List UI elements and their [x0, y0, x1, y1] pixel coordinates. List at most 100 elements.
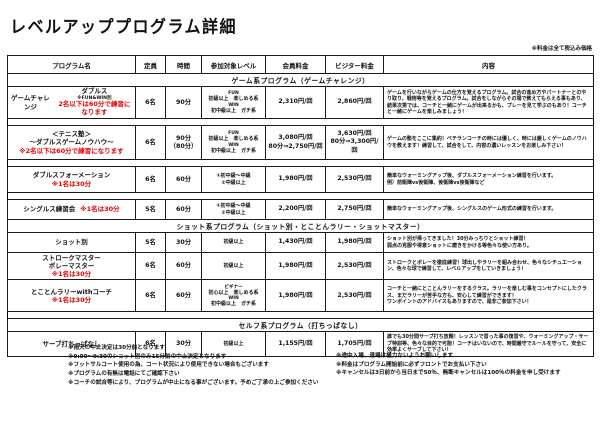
time-cell: 60分: [165, 166, 202, 193]
capacity-cell: 6名: [135, 125, 166, 160]
text-line: 初級以上: [223, 263, 244, 270]
program-row: ＜テニス塾＞ ～ダブルスゲームノウハウ～ ※2名以下は60分で練習になります 6名 90…: [7, 125, 594, 160]
text-line: 60分: [175, 292, 192, 300]
text-line: 90分: [175, 134, 192, 142]
capacity-cell: 6名: [135, 279, 166, 313]
program-name-cell: サーブ打ちっぱなし: [7, 331, 136, 357]
spacer-row: [7, 311, 594, 319]
program-row: シングルス練習会 ※1名は30分 5名 60分 ①初中級～中級 ②中級以上 2,200円/回…: [7, 199, 594, 220]
visitor-fee-cell: 2,750円/回: [325, 199, 384, 220]
member-fee-cell: 1,980円/回: [265, 279, 326, 313]
time-cell: 90分: [165, 86, 202, 119]
text-line: 1,980円/回: [278, 291, 313, 299]
visitor-fee-cell: 3,630円/回 80分⇒3,300円/回: [325, 125, 384, 160]
text-line: ボレーマスター: [48, 262, 95, 271]
program-row: ストロークマスター ボレーマスター ※1名は30分 6名 60分 初級以上 1,980円/回…: [7, 251, 594, 281]
column-header: 時間: [165, 55, 202, 74]
footer-right: ※途中入場、退場は極力ないようお願いします ※料金はプログラム開始前に必ずフロント…: [336, 352, 592, 378]
column-header: 参加対象レベル: [201, 55, 266, 74]
capacity-cell: 6名: [135, 166, 166, 193]
section-title: ゲーム系プログラム（ゲームチャレンジ）: [7, 73, 594, 87]
time-cell: 60分: [165, 251, 202, 281]
text-line: ※1名は30分: [80, 204, 120, 213]
footer-note: ※途中入場、退場は極力ないようお願いします: [336, 353, 454, 359]
column-header: 会員料金: [265, 55, 326, 74]
time-cell: 60分: [165, 279, 202, 313]
section-title: セルフ系プログラム（打ちっぱなし）: [7, 318, 594, 333]
member-fee-cell: 3,080円/回 80分⇒2,750円/回: [265, 125, 326, 160]
program-name-cell: ダブルスフォーメーション ※1名は30分: [7, 166, 136, 193]
text-line: ショット別: [55, 238, 88, 247]
visitor-fee-cell: 2,530円/回: [325, 166, 384, 193]
text-line: 2,530円/回: [337, 291, 372, 299]
text-line: 3,080円/回: [278, 134, 313, 142]
footer-note: ※プログラムの有無は電話にてご確認下さい: [68, 370, 180, 377]
text-line: ※1名は30分: [51, 295, 92, 304]
description-cell: ゲームの塾をここに集約！ベテランコーチの時には優しく、時には厳しくゲームのノウハ…: [383, 125, 594, 160]
text-line: ①初中級～中級: [216, 203, 251, 210]
text-line: 2,530円/回: [337, 175, 372, 183]
visitor-fee-cell: 1,705円/回: [325, 331, 384, 357]
description-cell: 簡単なウォーミングアップ後、ダブルスフォーメーション練習を行います。 例）前衛陣…: [383, 166, 594, 193]
visitor-fee-cell: 2,860円/回: [325, 86, 384, 119]
description-cell: ショット別が帰ってきました！30分みっちりとショット練習！ 弱点の克服や得意ショ…: [383, 232, 594, 253]
text-line: ②中級以上: [221, 179, 246, 186]
visitor-fee-cell: 2,530円/回: [325, 251, 384, 281]
text-line: 2,200円/回: [278, 205, 313, 213]
description-cell: ストロークとボレーを徹底練習！球出しやラリーを組み合わせ、色々なシチュエーション…: [383, 251, 594, 281]
member-fee-cell: 2,310円/回: [265, 86, 326, 119]
capacity-cell: 6名: [135, 331, 166, 357]
text-line: 2,750円/回: [337, 205, 372, 213]
footer-note: ※コーチの試合等により、プログラムが中止になる事がございます。予めご了承の上ご参…: [68, 379, 319, 386]
text-line: ※FUN&WIN別: [77, 96, 112, 102]
program-row: サーブ打ちっぱなし 6名 30分 初級以上 1,155円/回 1,705円/回 誰でも30分…: [7, 331, 594, 357]
text-line: 60分: [175, 262, 192, 270]
text-line: WIN: [228, 142, 239, 148]
text-line: 30分: [175, 238, 192, 246]
time-cell: 90分 （80分）: [165, 125, 202, 160]
text-line: 2名以下は60分で練習になります: [58, 100, 131, 116]
program-name-cell: ショット別: [7, 232, 136, 253]
member-fee-cell: 2,200円/回: [265, 199, 326, 220]
column-header: ビジター料金: [325, 55, 384, 74]
text-line: 1,980円/回: [337, 238, 372, 246]
text-line: 2,530円/回: [337, 262, 372, 270]
text-line: 初中級以上 ガチ系: [210, 107, 256, 114]
text-line: FUN: [228, 131, 239, 137]
program-row: ダブルスフォーメーション ※1名は30分 6名 60分 ①初中級～中級 ②中級以上 1,98…: [7, 166, 594, 193]
program-name-notes: ※1名は30分: [80, 204, 120, 214]
program-row: とことんラリーwithコーチ ※1名は30分 6名 60分 ビギナー 初心以上 楽しめる系…: [7, 279, 594, 313]
level-cell: FUN 初級以上 楽しめる系 WIN 初中級以上 ガチ系: [201, 86, 266, 119]
footer-note: ※料金はプログラム開始前に必ずフロントでお支払い下さい: [336, 361, 487, 368]
spacer: [7, 159, 594, 167]
section-title: ショット系プログラム（ショット別・とことんラリー・ショットマスター）: [7, 219, 594, 233]
section-row: セルフ系プログラム（打ちっぱなし）: [7, 318, 594, 333]
text-line: 初級以上: [223, 341, 244, 347]
visitor-fee-cell: 2,530円/回: [325, 279, 384, 313]
description-cell: 簡単なウォーミングアップ後、シングルスのゲーム形式の練習を行います。: [383, 199, 594, 220]
text-line: 80分⇒2,750円/回: [268, 142, 323, 150]
text-line: ＜テニス塾＞: [52, 130, 91, 139]
text-line: （80分）: [169, 142, 198, 150]
table-header-row: プログラム名 定員 時間 参加対象レベル 会員料金 ビジター料金 内容: [7, 55, 594, 74]
capacity-cell: 6名: [135, 251, 166, 281]
text-line: ビギナー: [224, 284, 243, 290]
text-line: 1,705円/回: [337, 340, 372, 348]
text-line: 初中級以上 ガチ系: [210, 300, 256, 307]
spacer-row: [7, 118, 594, 126]
text-line: 初級以上: [223, 239, 244, 246]
text-line: 2,310円/回: [278, 98, 313, 106]
text-line: ストロークマスター: [42, 254, 101, 262]
text-line: 90分: [175, 98, 192, 106]
spacer: [7, 118, 594, 126]
text-line: 1,980円/回: [278, 262, 313, 270]
capacity-cell: 6名: [135, 86, 166, 119]
text-line: 60分: [175, 175, 192, 183]
footer-note: ※9:00～9:30のショット別のみ15分前の中止決定となります: [68, 353, 227, 360]
member-fee-cell: 1,155円/回: [265, 331, 326, 357]
text-line: 80分⇒3,300円/回: [330, 138, 379, 154]
member-fee-cell: 1,980円/回: [265, 166, 326, 193]
section-row: ゲーム系プログラム（ゲームチャレンジ）: [7, 73, 594, 87]
program-name: シングルス練習会: [23, 205, 76, 214]
